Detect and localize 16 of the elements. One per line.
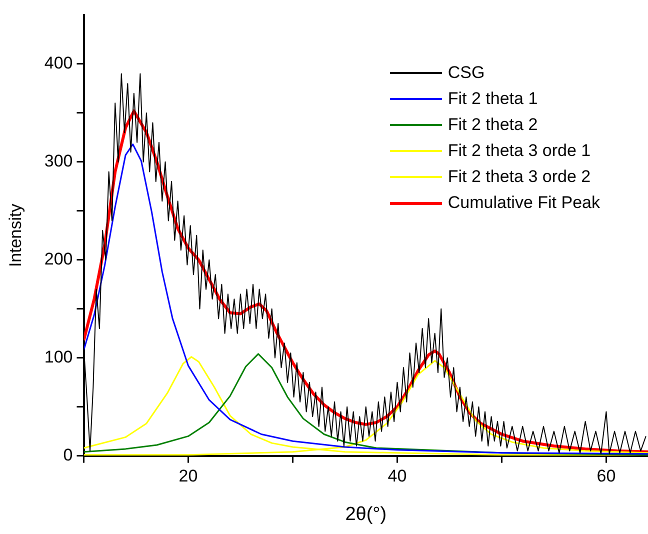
legend-label: Fit 2 theta 1: [448, 88, 538, 110]
x-axis-title: 2θ(°): [345, 504, 387, 525]
x-tick-label: 20: [178, 466, 198, 486]
legend-label: Fit 2 theta 3 orde 1: [448, 140, 591, 162]
legend-label: Fit 2 theta 3 orde 2: [448, 166, 591, 188]
y-tick-label: 0: [63, 445, 73, 464]
y-tick-label: 400: [44, 54, 73, 73]
legend-label: Fit 2 theta 2: [448, 114, 538, 136]
y-tick-label: 100: [44, 348, 73, 367]
x-tick-label: 60: [596, 466, 616, 486]
y-tick-label: 300: [44, 152, 73, 171]
legend-label: CSG: [448, 62, 485, 84]
y-axis-title: Intensity: [6, 203, 25, 268]
y-tick-label: 200: [44, 250, 73, 269]
x-tick-label: 40: [388, 466, 407, 486]
legend-label: Cumulative Fit Peak: [448, 192, 600, 214]
